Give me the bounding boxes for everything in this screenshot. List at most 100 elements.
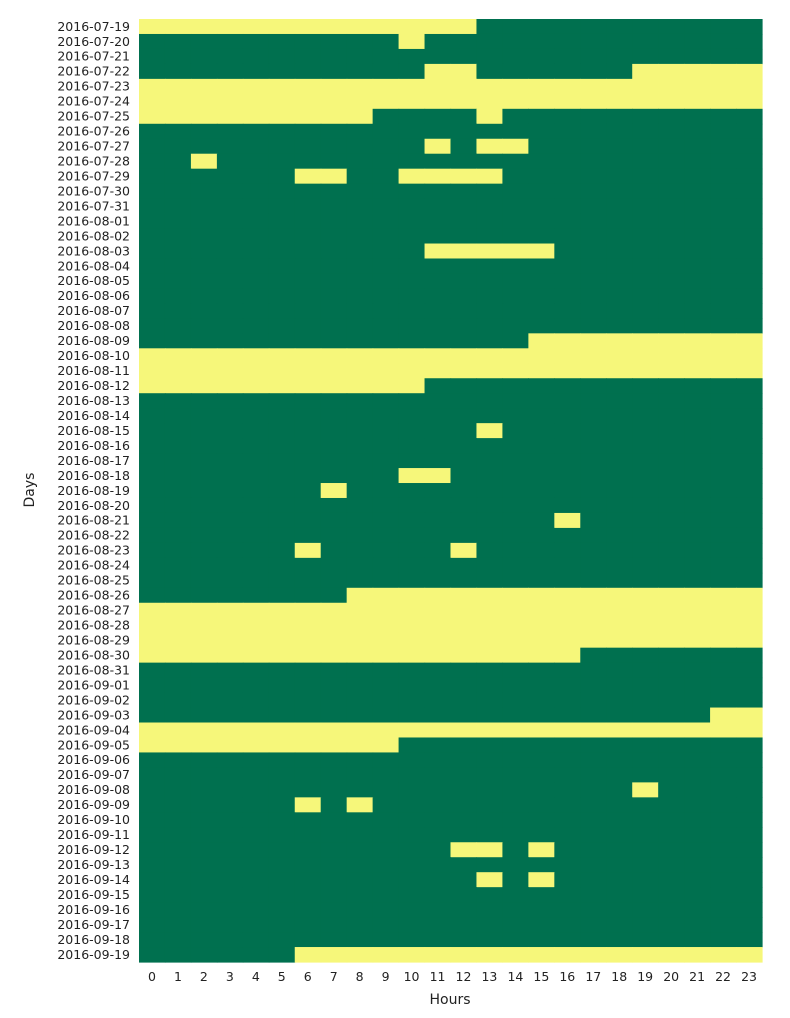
heatmap-cell [684,662,711,679]
heatmap-cell [658,872,685,888]
heatmap-cell [372,363,400,379]
heatmap-cell [710,617,737,634]
heatmap-cell [398,797,426,813]
heatmap-cell [632,138,659,155]
heatmap-cell [502,932,529,948]
heatmap-cell [346,48,374,65]
heatmap-cell [632,288,659,304]
heatmap-cell [528,423,555,439]
heatmap-cell [372,722,400,739]
heatmap-cell [684,917,711,933]
heatmap-cell [424,123,452,140]
heatmap-cell [190,887,218,903]
heatmap-cell [346,542,374,559]
heatmap-cell [684,348,711,364]
y-axis-title: Days [22,473,38,508]
heatmap-cell [710,602,737,619]
heatmap-cell [554,812,581,828]
heatmap-cell [606,198,633,215]
heatmap-cell [242,378,270,394]
heatmap-cell [294,797,322,813]
heatmap-cell [554,842,581,858]
heatmap-cell [502,827,529,843]
y-tick-label: 2016-08-10 [57,348,130,363]
heatmap-cell [528,48,555,65]
heatmap-cell [710,677,737,694]
heatmap-cell [528,393,555,409]
heatmap-cell [580,497,607,514]
heatmap-cell [320,288,348,304]
heatmap-cell [139,872,166,888]
heatmap-cell [528,692,555,709]
heatmap-cell [320,453,348,469]
heatmap-cell [424,782,452,798]
heatmap-cell [268,423,296,439]
heatmap-cell [710,243,737,260]
heatmap-cell [190,108,218,125]
y-tick-label: 2016-08-15 [57,423,130,438]
heatmap-cell [502,93,529,110]
heatmap-cell [580,782,607,798]
heatmap-cell [502,213,529,230]
heatmap-cell [268,902,296,918]
heatmap-cell [190,617,218,634]
x-tick-label: 19 [637,969,653,984]
heatmap-cell [528,842,555,858]
heatmap-cell [372,752,400,769]
heatmap-cell [216,707,244,724]
heatmap-cell [606,842,633,858]
heatmap-cell [216,947,244,963]
heatmap-cell [139,827,166,843]
heatmap-cell [320,318,348,334]
heatmap-cell [580,468,607,484]
heatmap-cell [372,123,400,140]
heatmap-cell [632,827,659,843]
heatmap-cell [684,243,711,260]
heatmap-cell [554,872,581,888]
y-tick-label: 2016-07-19 [57,19,130,34]
heatmap-cell [736,932,763,948]
heatmap-cell [606,408,633,424]
heatmap-cell [736,33,763,50]
heatmap-cell [164,468,192,484]
heatmap-cell [658,542,685,559]
heatmap-cell [320,572,348,589]
heatmap-cell [606,318,633,334]
heatmap-cell [190,438,218,454]
heatmap-cell [710,797,737,813]
heatmap-cell [684,632,711,649]
heatmap-cell [424,767,452,783]
heatmap-cell [528,153,555,170]
heatmap-cell [372,258,400,275]
heatmap-cell [372,393,400,409]
y-tick-label: 2016-07-26 [57,124,130,139]
heatmap-cell [632,393,659,409]
heatmap-cell [710,48,737,65]
heatmap-cell [164,602,192,619]
heatmap-cell [684,438,711,454]
heatmap-cell [450,707,478,724]
heatmap-cell [528,213,555,230]
heatmap-cell [268,198,296,215]
heatmap-cell [294,782,322,798]
heatmap-cell [216,782,244,798]
heatmap-cell [294,288,322,304]
heatmap-cell [320,617,348,634]
heatmap-cell [320,587,348,604]
heatmap-cell [346,782,374,798]
heatmap-cell [736,737,763,754]
y-tick-label: 2016-08-18 [57,468,130,483]
y-tick-label: 2016-08-11 [57,363,130,378]
x-tick-label: 18 [611,969,627,984]
heatmap-cell [632,213,659,230]
heatmap-cell [658,497,685,514]
heatmap-cell [216,617,244,634]
heatmap-cell [216,213,244,230]
heatmap-cell [710,258,737,275]
heatmap-cell [216,557,244,574]
x-tick-label: 7 [330,969,338,984]
heatmap-cell [632,662,659,679]
heatmap-cell [736,617,763,634]
heatmap-cell [346,93,374,110]
heatmap-cell [139,453,166,469]
